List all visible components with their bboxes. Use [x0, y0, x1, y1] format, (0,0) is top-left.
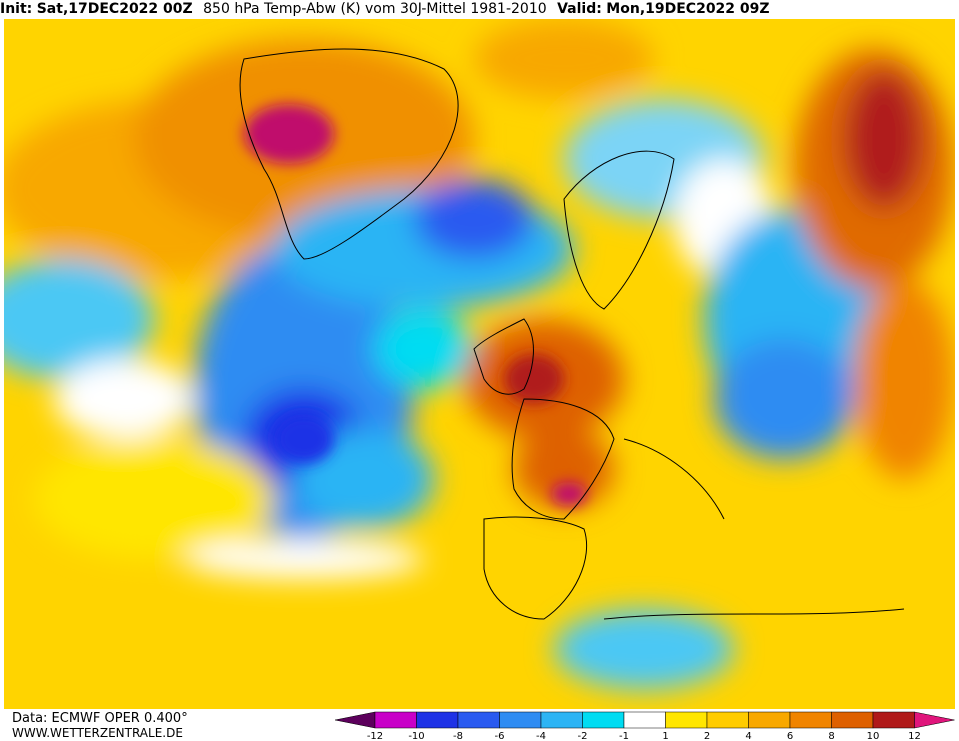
- valid-label: Valid:: [557, 1, 602, 17]
- legend-tick-label: 6: [787, 731, 793, 741]
- website: WWW.WETTERZENTRALE.DE: [12, 726, 183, 740]
- legend-tick-label: -8: [453, 731, 463, 741]
- legend-tick-label: 10: [867, 731, 880, 741]
- map-title: 850 hPa Temp-Abw (K) vom 30J-Mittel 1981…: [203, 1, 547, 17]
- coastlines: [239, 48, 905, 620]
- footer: Data: ECMWF OPER 0.400° WWW.WETTERZENTRA…: [0, 709, 959, 741]
- header: Init: Sat,17DEC2022 00Z 850 hPa Temp-Abw…: [0, 0, 959, 19]
- legend-swatch: [831, 711, 874, 729]
- color-legend: -12 -10 -8 -6 -4 -2 -1 1 2 4 6 8 10 12: [334, 711, 955, 741]
- legend-swatch: [499, 711, 542, 729]
- map: [4, 19, 955, 709]
- legend-tick-label: -10: [408, 731, 424, 741]
- init-label: Init:: [0, 1, 33, 17]
- init-time: Sat,17DEC2022 00Z: [36, 1, 193, 17]
- valid-time: Mon,19DEC2022 09Z: [606, 1, 770, 17]
- anomaly-field: [4, 19, 954, 689]
- data-source: Data: ECMWF OPER 0.400°: [12, 711, 188, 726]
- legend-swatch: [582, 711, 625, 729]
- legend-swatch: [623, 711, 666, 729]
- legend-swatch: [374, 711, 417, 729]
- legend-tick-label: -1: [619, 731, 629, 741]
- legend-tick-label: 12: [908, 731, 921, 741]
- legend-swatch: [540, 711, 583, 729]
- legend-tick-label: -12: [367, 731, 383, 741]
- legend-tick-label: -4: [536, 731, 546, 741]
- legend-swatch: [665, 711, 708, 729]
- legend-swatch: [416, 711, 459, 729]
- legend-tick-label: 4: [745, 731, 751, 741]
- legend-swatch: [789, 711, 832, 729]
- legend-swatch: [748, 711, 791, 729]
- legend-swatch: [457, 711, 500, 729]
- legend-tick-label: 8: [828, 731, 834, 741]
- legend-arrow-high: [914, 711, 955, 729]
- legend-swatch: [872, 711, 915, 729]
- legend-tick-label: -2: [578, 731, 588, 741]
- legend-swatch: [706, 711, 749, 729]
- legend-tick-label: 1: [662, 731, 668, 741]
- legend-tick-label: 2: [704, 731, 710, 741]
- legend-arrow-low: [334, 711, 376, 729]
- legend-tick-label: -6: [495, 731, 505, 741]
